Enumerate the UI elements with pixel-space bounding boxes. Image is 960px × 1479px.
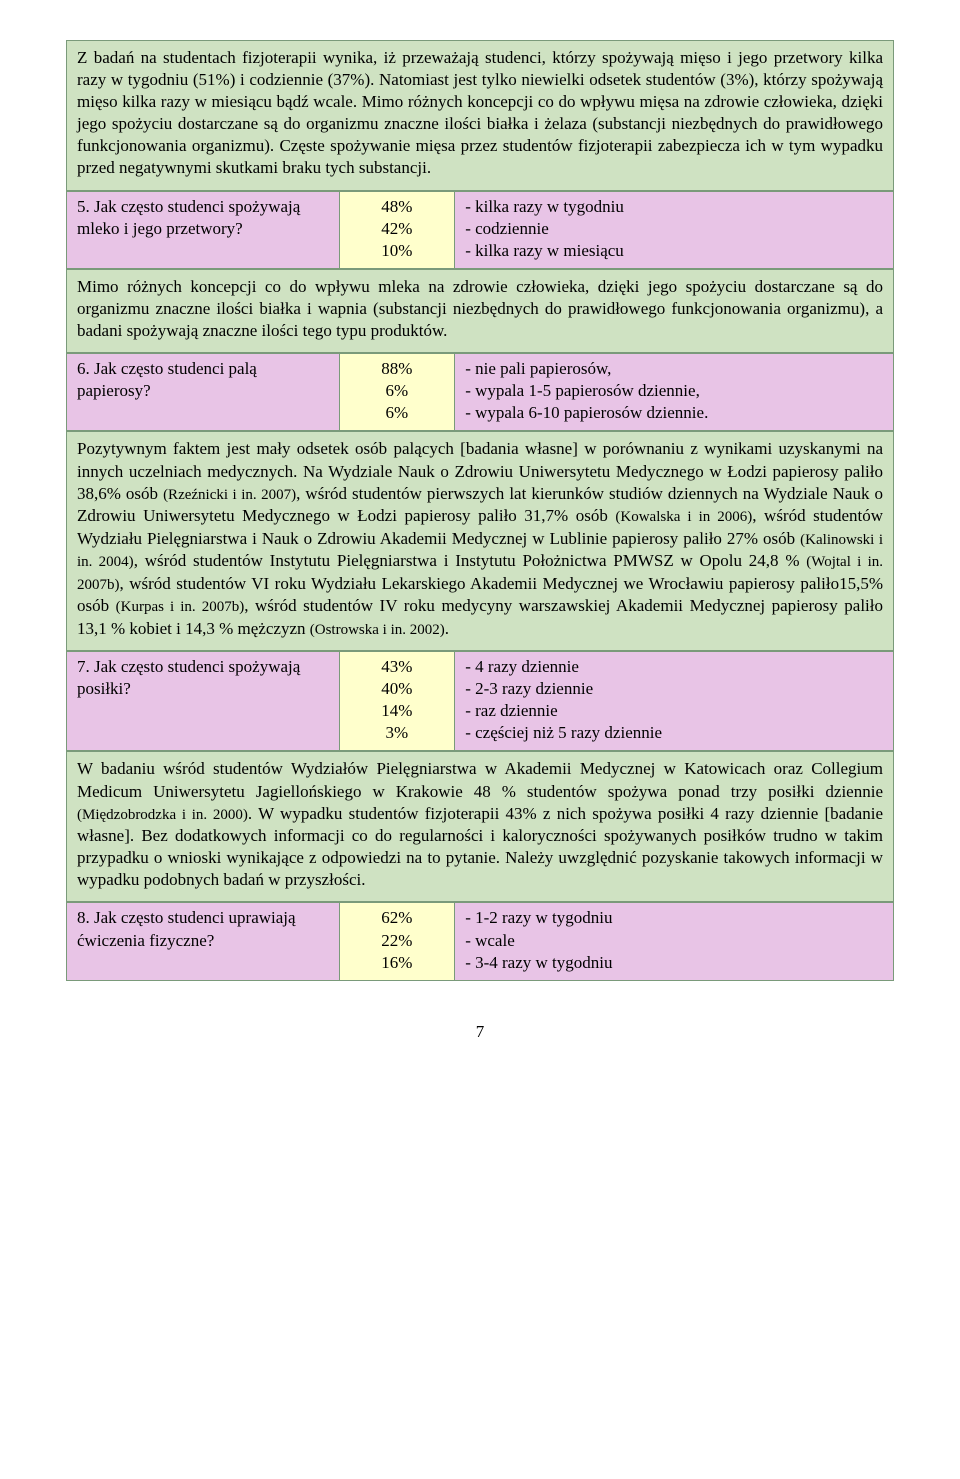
percent-value: 6% [350, 380, 445, 402]
analysis-text: Z badań na studentach fizjoterapii wynik… [77, 47, 883, 180]
answer-option: - 3-4 razy w tygodniu [465, 952, 883, 974]
answer-option: - 4 razy dziennie [465, 656, 883, 678]
question-text: 5. Jak często studenci spożywają mleko i… [67, 192, 340, 268]
question-text: 6. Jak często studenci palą papierosy? [67, 354, 340, 430]
answers-cell: - 1-2 razy w tygodniu- wcale- 3-4 razy w… [455, 903, 893, 979]
percent-value: 10% [350, 240, 445, 262]
answer-option: - nie pali papierosów, [465, 358, 883, 380]
analysis-text: Pozytywnym faktem jest mały odsetek osób… [77, 438, 883, 640]
answers-cell: - nie pali papierosów,- wypala 1-5 papie… [455, 354, 893, 430]
question-row: 6. Jak często studenci palą papierosy?88… [66, 353, 894, 431]
percent-cell: 48%42%10% [340, 192, 456, 268]
answer-option: - wypala 1-5 papierosów dziennie, [465, 380, 883, 402]
page-number: 7 [66, 1021, 894, 1043]
answer-option: - raz dziennie [465, 700, 883, 722]
percent-value: 40% [350, 678, 445, 700]
answer-option: - kilka razy w miesiącu [465, 240, 883, 262]
percent-value: 16% [350, 952, 445, 974]
percent-value: 62% [350, 907, 445, 929]
answer-option: - wypala 6-10 papierosów dziennie. [465, 402, 883, 424]
percent-value: 6% [350, 402, 445, 424]
answer-option: - częściej niż 5 razy dziennie [465, 722, 883, 744]
percent-value: 3% [350, 722, 445, 744]
question-row: 8. Jak często studenci uprawiają ćwiczen… [66, 902, 894, 980]
analysis-block: Pozytywnym faktem jest mały odsetek osób… [66, 431, 894, 651]
percent-value: 48% [350, 196, 445, 218]
analysis-text: Mimo różnych koncepcji co do wpływu mlek… [77, 276, 883, 342]
percent-value: 42% [350, 218, 445, 240]
percent-cell: 62%22%16% [340, 903, 456, 979]
answer-option: - 2-3 razy dziennie [465, 678, 883, 700]
percent-cell: 88%6%6% [340, 354, 456, 430]
analysis-text: W badaniu wśród studentów Wydziałów Piel… [77, 758, 883, 891]
answers-cell: - 4 razy dziennie- 2-3 razy dziennie- ra… [455, 652, 893, 750]
question-text: 7. Jak często studenci spożywają posiłki… [67, 652, 340, 750]
answers-cell: - kilka razy w tygodniu- codziennie- kil… [455, 192, 893, 268]
answer-option: - kilka razy w tygodniu [465, 196, 883, 218]
question-row: 7. Jak często studenci spożywają posiłki… [66, 651, 894, 751]
question-text: 8. Jak często studenci uprawiają ćwiczen… [67, 903, 340, 979]
analysis-block: Mimo różnych koncepcji co do wpływu mlek… [66, 269, 894, 353]
analysis-block: Z badań na studentach fizjoterapii wynik… [66, 40, 894, 191]
analysis-block: W badaniu wśród studentów Wydziałów Piel… [66, 751, 894, 902]
answer-option: - wcale [465, 930, 883, 952]
percent-cell: 43%40%14%3% [340, 652, 456, 750]
percent-value: 22% [350, 930, 445, 952]
answer-option: - 1-2 razy w tygodniu [465, 907, 883, 929]
percent-value: 14% [350, 700, 445, 722]
question-row: 5. Jak często studenci spożywają mleko i… [66, 191, 894, 269]
percent-value: 43% [350, 656, 445, 678]
percent-value: 88% [350, 358, 445, 380]
answer-option: - codziennie [465, 218, 883, 240]
